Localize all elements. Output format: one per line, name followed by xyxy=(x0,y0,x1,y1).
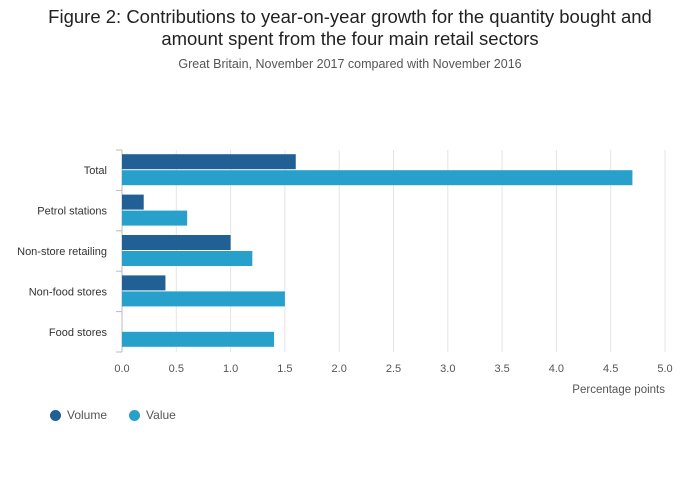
x-tick-label: 0.5 xyxy=(169,363,184,375)
x-tick-label: 5.0 xyxy=(657,363,672,375)
x-tick-label: 2.5 xyxy=(386,363,401,375)
category-label: Petrol stations xyxy=(37,206,107,218)
bar-volume-petrol-stations xyxy=(122,194,144,210)
x-tick-label: 1.5 xyxy=(277,363,292,375)
chart-title-line-2: amount spent from the four main retail s… xyxy=(161,28,539,49)
x-tick-label: 0.0 xyxy=(114,363,129,375)
bar-value-petrol-stations xyxy=(122,210,188,226)
category-label: Food stores xyxy=(49,327,108,339)
x-tick-label: 4.5 xyxy=(603,363,618,375)
bar-value-non-food-stores xyxy=(122,291,285,307)
x-tick-label: 2.0 xyxy=(332,363,347,375)
chart-subtitle: Great Britain, November 2017 compared wi… xyxy=(178,57,522,71)
bar-volume-non-food-stores xyxy=(122,275,166,291)
x-tick-label: 4.0 xyxy=(549,363,564,375)
category-label: Total xyxy=(84,165,107,177)
category-label: Non-food stores xyxy=(29,286,108,298)
bar-value-food-stores xyxy=(122,331,275,347)
x-tick-label: 3.5 xyxy=(494,363,509,375)
legend: Volume Value xyxy=(50,408,176,422)
legend-swatch-volume xyxy=(50,409,61,421)
legend-label-value: Value xyxy=(146,408,176,422)
legend-label-volume: Volume xyxy=(67,408,108,422)
bar-volume-total xyxy=(122,154,296,170)
x-tick-label: 1.0 xyxy=(223,363,238,375)
bar-volume-non-store-retailing xyxy=(122,235,231,250)
category-label: Non-store retailing xyxy=(17,246,107,258)
legend-swatch-value xyxy=(129,409,141,421)
x-tick-label: 3.0 xyxy=(440,363,455,375)
bar-value-total xyxy=(122,170,633,186)
chart-title-line-1: Figure 2: Contributions to year-on-year … xyxy=(48,6,652,27)
x-axis-title: Percentage points xyxy=(572,384,665,396)
bar-value-non-store-retailing xyxy=(122,251,253,266)
chart-title: Figure 2: Contributions to year-on-year … xyxy=(0,6,700,50)
legend-item-value[interactable]: Value xyxy=(129,408,176,422)
legend-item-volume[interactable]: Volume xyxy=(50,408,107,422)
